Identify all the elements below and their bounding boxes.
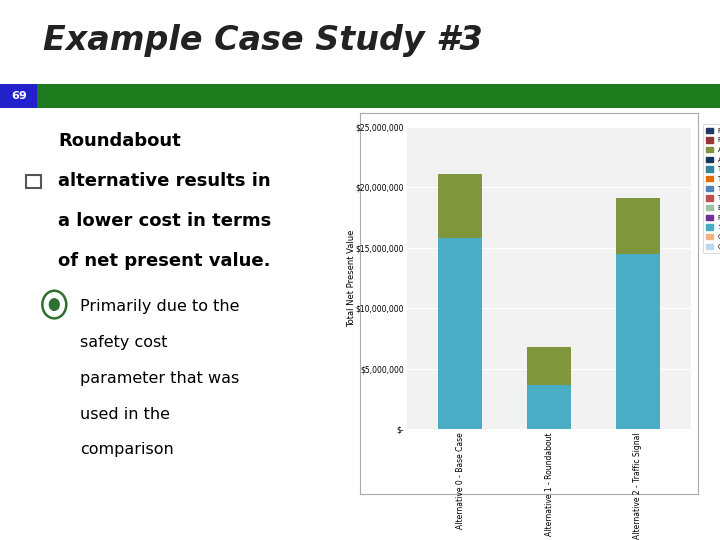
Bar: [616, 254, 660, 429]
Circle shape: [49, 298, 60, 311]
Text: Primarily due to the: Primarily due to the: [81, 299, 240, 314]
Bar: [0, 84, 37, 108]
Text: safety cost: safety cost: [81, 335, 168, 350]
Text: alternative results in: alternative results in: [58, 172, 271, 190]
Bar: [616, 198, 660, 254]
Legend: Planning & Construction Costs, Post-Opening Costs, Auto Passenger Time, Auto Pas: Planning & Construction Costs, Post-Open…: [703, 124, 720, 253]
Text: of net present value.: of net present value.: [58, 252, 271, 271]
Bar: [527, 384, 571, 429]
Text: comparison: comparison: [81, 442, 174, 457]
Bar: [527, 347, 571, 384]
Text: Example Case Study #3: Example Case Study #3: [43, 24, 483, 57]
Circle shape: [42, 291, 66, 319]
Text: parameter that was: parameter that was: [81, 370, 240, 386]
Bar: [26, 175, 41, 188]
Text: Roundabout: Roundabout: [58, 132, 181, 150]
Bar: [438, 238, 482, 429]
Text: 69: 69: [11, 91, 27, 101]
Text: a lower cost in terms: a lower cost in terms: [58, 212, 271, 230]
Y-axis label: Total Net Present Value: Total Net Present Value: [347, 230, 356, 327]
Bar: [438, 174, 482, 238]
Text: used in the: used in the: [81, 407, 171, 422]
